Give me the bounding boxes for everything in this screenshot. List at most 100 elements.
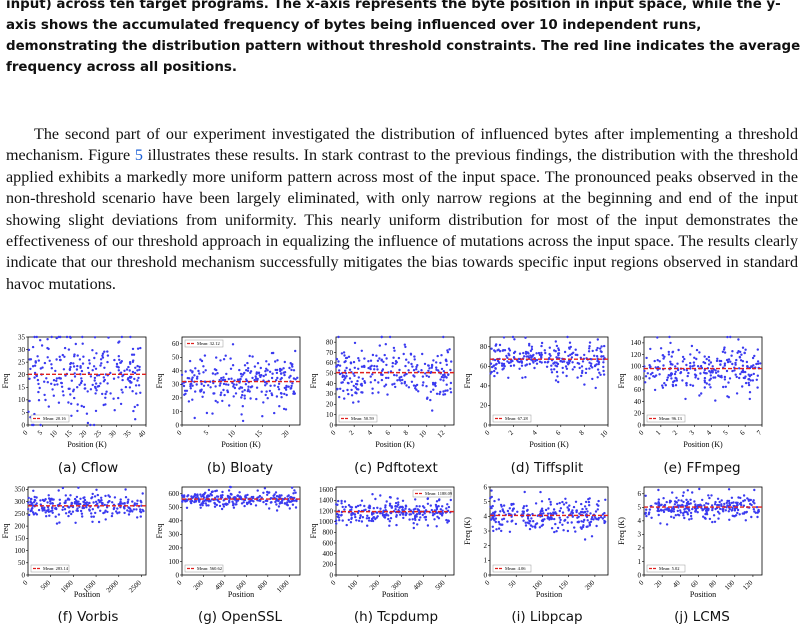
y-tick-label: 10: [326, 411, 334, 419]
data-point: [260, 496, 263, 499]
data-point: [53, 383, 56, 386]
data-point: [113, 506, 116, 510]
data-point: [74, 521, 77, 524]
data-point: [55, 507, 58, 511]
data-point: [658, 373, 661, 376]
data-point: [136, 369, 139, 372]
data-point: [116, 507, 119, 510]
data-point: [493, 374, 496, 378]
y-tick-label: 400: [323, 550, 334, 558]
data-point: [374, 497, 377, 501]
y-tick-label: 0: [484, 421, 488, 429]
data-point: [229, 357, 232, 360]
data-point: [717, 374, 720, 377]
data-point: [540, 341, 544, 345]
y-tick-label: 0: [484, 571, 488, 579]
data-point: [80, 377, 83, 380]
x-tick-label: 8: [578, 428, 586, 436]
data-point: [132, 508, 136, 511]
x-tick-label: 15: [253, 428, 264, 439]
data-point: [61, 390, 65, 393]
data-point: [47, 494, 50, 497]
data-point: [413, 358, 416, 361]
data-point: [556, 375, 559, 378]
data-point: [527, 352, 530, 355]
data-point: [580, 502, 583, 506]
data-point: [245, 378, 248, 381]
data-point: [113, 358, 116, 362]
data-point: [502, 367, 505, 370]
y-tick-label: 2: [638, 544, 642, 552]
data-point: [667, 507, 670, 511]
data-point: [588, 341, 592, 344]
data-point: [520, 360, 523, 363]
data-point: [128, 369, 131, 372]
data-point: [357, 357, 360, 360]
y-axis-label: Freq: [155, 524, 164, 539]
data-point: [185, 499, 188, 503]
data-point: [554, 340, 557, 343]
data-point: [102, 511, 105, 515]
legend-box: [184, 564, 224, 573]
data-point: [228, 485, 232, 489]
data-point: [277, 388, 281, 391]
y-tick-label: 800: [323, 529, 334, 537]
data-point: [744, 381, 748, 385]
figure-reference-link[interactable]: 5: [134, 147, 143, 165]
data-point: [727, 381, 730, 384]
data-point: [338, 519, 341, 522]
data-point: [240, 396, 243, 399]
data-point: [31, 345, 35, 349]
data-point: [391, 361, 394, 365]
data-point: [46, 356, 49, 359]
data-point: [498, 523, 501, 526]
data-point: [595, 355, 599, 358]
data-point: [500, 529, 503, 533]
legend-label: Mean: 1188.09: [425, 491, 453, 496]
data-point: [712, 514, 716, 517]
data-point: [345, 523, 348, 527]
data-point: [131, 500, 134, 503]
y-tick-label: 5: [638, 504, 642, 512]
data-point: [510, 503, 513, 507]
data-point: [591, 349, 594, 353]
data-point: [728, 501, 731, 505]
data-point: [734, 361, 737, 365]
data-point: [363, 381, 367, 384]
data-point: [561, 371, 565, 374]
data-point: [581, 507, 584, 511]
data-point: [338, 369, 341, 372]
data-point: [183, 389, 187, 392]
data-point: [278, 405, 281, 408]
data-point: [380, 373, 383, 376]
data-point: [384, 376, 388, 380]
data-point: [247, 367, 250, 370]
data-point: [104, 396, 107, 399]
data-point: [383, 353, 386, 357]
data-point: [70, 379, 74, 382]
data-point: [89, 388, 93, 391]
data-point: [747, 499, 751, 502]
data-point: [69, 362, 72, 366]
data-point: [594, 386, 597, 390]
data-point: [556, 502, 559, 506]
data-point: [673, 503, 677, 506]
data-point: [64, 512, 68, 515]
x-tick-label: 6: [738, 428, 746, 436]
data-point: [729, 335, 732, 339]
data-point: [667, 350, 670, 354]
data-point: [236, 494, 239, 498]
data-point: [722, 385, 725, 389]
data-point: [342, 351, 346, 354]
y-tick-label: 300: [169, 531, 180, 539]
data-point: [501, 509, 505, 513]
data-point: [700, 392, 703, 395]
data-point: [495, 343, 498, 346]
data-point: [199, 358, 202, 361]
data-point: [262, 374, 265, 378]
data-point: [238, 495, 242, 498]
data-point: [561, 511, 565, 514]
data-point: [343, 397, 346, 400]
data-point: [291, 503, 295, 506]
